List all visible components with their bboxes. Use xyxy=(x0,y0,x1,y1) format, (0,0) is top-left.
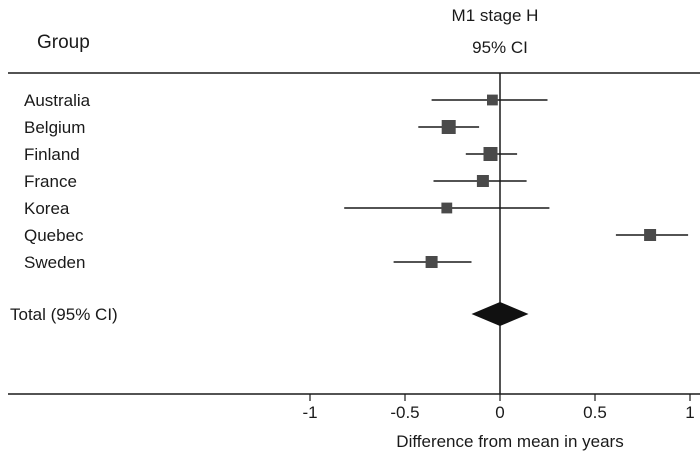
row-label: Australia xyxy=(24,91,91,110)
x-axis-ticks: -1 -0.5 0 0.5 1 xyxy=(302,394,695,422)
row-label: France xyxy=(24,172,77,191)
row-label: Belgium xyxy=(24,118,85,137)
x-tick-label: 0.5 xyxy=(583,403,607,422)
point-estimate-marker xyxy=(483,147,498,161)
pooled-estimate-diamond xyxy=(471,302,529,326)
group-column-header: Group xyxy=(37,32,90,53)
row-label: Quebec xyxy=(24,226,84,245)
point-estimate-marker xyxy=(441,120,456,134)
row-label: Korea xyxy=(24,199,70,218)
point-estimate-marker xyxy=(425,256,438,268)
point-estimate-marker xyxy=(487,94,498,106)
total-label: Total (95% CI) xyxy=(10,305,118,324)
x-tick-label: 0 xyxy=(495,403,504,422)
row-label: Finland xyxy=(24,145,80,164)
row-label: Sweden xyxy=(24,253,85,272)
x-tick-label: -0.5 xyxy=(390,403,419,422)
chart-title: M1 stage H xyxy=(452,6,539,25)
x-axis-label: Difference from mean in years xyxy=(396,432,623,451)
x-tick-label: 1 xyxy=(685,403,694,422)
chart-subtitle: 95% CI xyxy=(472,38,528,57)
point-estimate-marker xyxy=(476,175,489,187)
point-estimate-marker xyxy=(644,229,657,241)
study-rows: Australia Belgium Finland France Korea Quebec… xyxy=(24,91,689,272)
total-row: Total (95% CI) xyxy=(10,302,529,326)
x-tick-label: -1 xyxy=(302,403,317,422)
point-estimate-marker xyxy=(441,202,453,214)
